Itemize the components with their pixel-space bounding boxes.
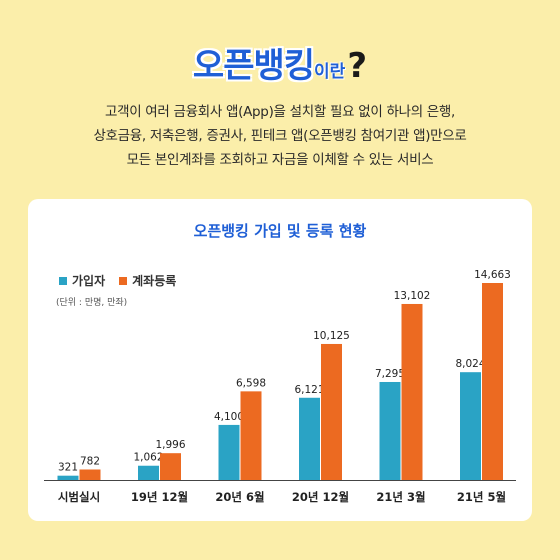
bar-subscribers <box>57 475 79 480</box>
data-label: 13,102 <box>394 290 431 302</box>
bar-accounts <box>240 391 262 480</box>
chart-title: 오픈뱅킹 가입 및 등록 현황 <box>193 222 367 240</box>
category-label: 20년 12월 <box>292 490 349 504</box>
bar-accounts <box>482 283 503 480</box>
bar-subscribers <box>138 465 159 480</box>
unit-note: (단위 : 만명, 만좌) <box>56 298 128 308</box>
legend: 가입자 계좌등록 <box>59 272 190 289</box>
headline-main: 오픈뱅킹 <box>192 46 315 86</box>
legend-swatch-accounts <box>119 276 128 285</box>
data-label: 14,663 <box>474 269 511 281</box>
headline: 오픈뱅킹이란? <box>0 38 560 87</box>
data-label: 6,121 <box>294 384 324 396</box>
legend-item-accounts: 계좌등록 <box>119 272 176 289</box>
category-label: 시범실시 <box>58 490 100 504</box>
legend-label-accounts: 계좌등록 <box>132 274 177 288</box>
category-label: 21년 3월 <box>376 490 425 504</box>
category-label: 19년 12월 <box>131 490 188 504</box>
description-line: 상호금융, 저축은행, 증권사, 핀테크 앱(오픈뱅킹 참여기관 앱)만으로 <box>93 128 467 144</box>
bar-subscribers <box>379 381 401 480</box>
bar-accounts <box>79 469 101 480</box>
bar-subscribers <box>218 424 240 480</box>
legend-item-subscribers: 가입자 <box>59 272 105 289</box>
data-label: 782 <box>80 455 100 467</box>
bar-accounts <box>160 453 181 480</box>
bar-accounts <box>401 303 423 480</box>
data-label: 7,295 <box>375 368 405 380</box>
data-label: 6,598 <box>236 377 266 389</box>
bar-accounts <box>321 343 342 480</box>
data-label: 1,996 <box>155 439 185 451</box>
legend-label-subscribers: 가입자 <box>72 274 106 288</box>
description-line: 고객이 여러 금융회사 앱(App)을 설치할 필요 없이 하나의 은행, <box>104 104 456 120</box>
category-label: 20년 6월 <box>215 490 264 504</box>
legend-swatch-subscribers <box>59 276 67 285</box>
data-label: 1,062 <box>133 452 163 464</box>
data-label: 4,100 <box>214 411 244 423</box>
description-line: 모든 본인계좌를 조회하고 자금을 이체할 수 있는 서비스 <box>126 152 434 168</box>
chart-card: 오픈뱅킹 가입 및 등록 현황 가입자 계좌등록 (단위 : 만명, 만좌) 3… <box>28 199 532 521</box>
question-mark: ? <box>347 46 368 86</box>
bar-subscribers <box>460 372 481 480</box>
data-label: 10,125 <box>313 330 350 342</box>
bar-subscribers <box>299 397 320 480</box>
description: 고객이 여러 금융회사 앱(App)을 설치할 필요 없이 하나의 은행, 상호… <box>0 100 560 172</box>
data-label: 321 <box>58 462 78 474</box>
category-label: 21년 5월 <box>457 490 506 504</box>
headline-suffix: 이란 <box>314 62 346 82</box>
data-label: 8,024 <box>455 358 485 370</box>
